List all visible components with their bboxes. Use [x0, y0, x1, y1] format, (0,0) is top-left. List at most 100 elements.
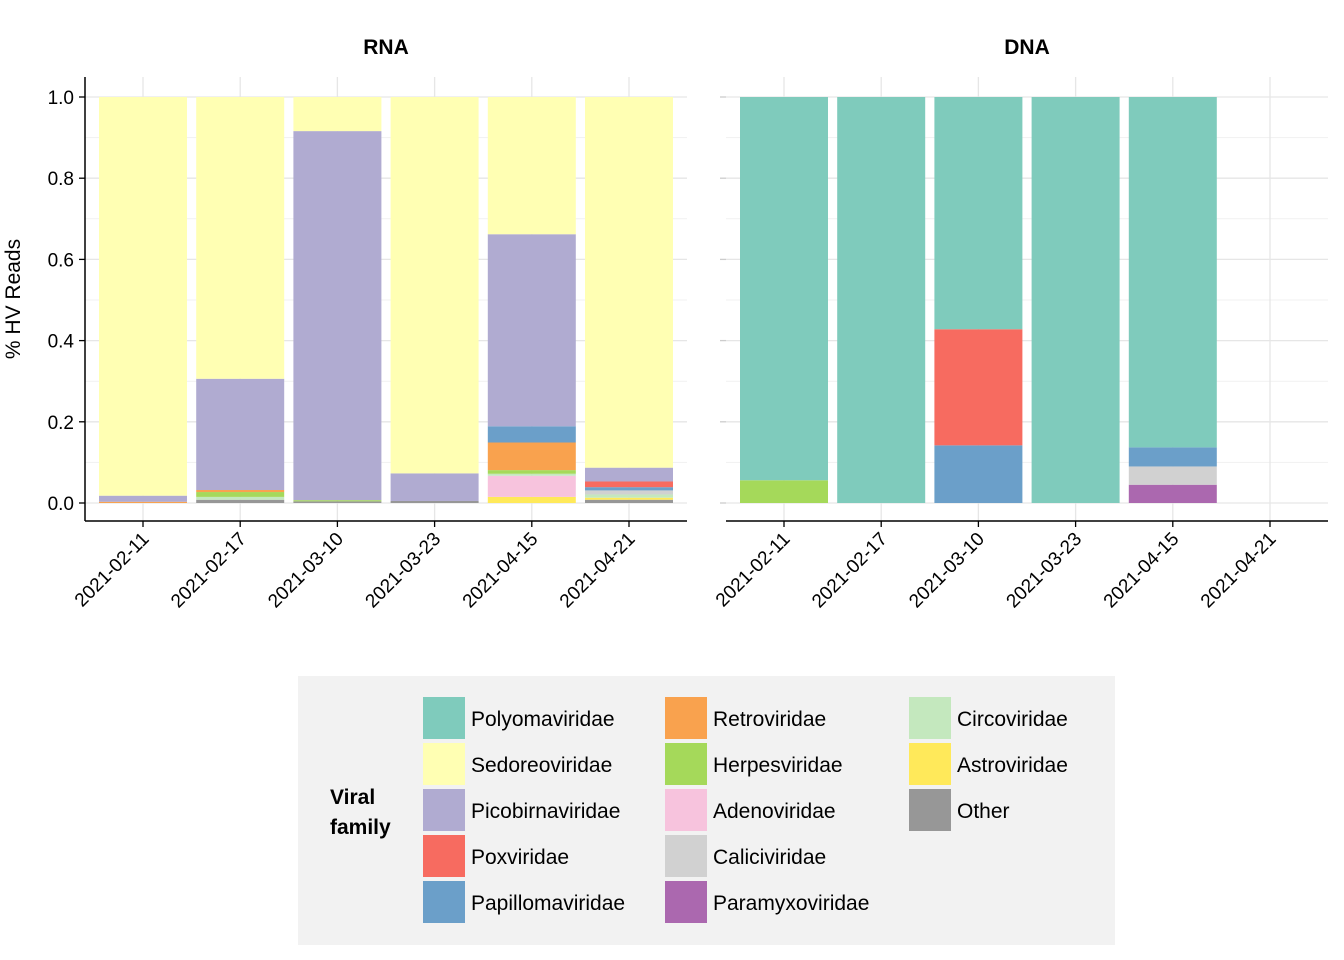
bar-segment-herpesviridae — [196, 492, 285, 497]
bar-2021-03-10 — [934, 97, 1023, 503]
x-tick-label: 2021-02-17 — [167, 529, 251, 613]
legend-title-line-1: Viral — [330, 786, 375, 809]
x-tick-label: 2021-03-10 — [264, 529, 348, 613]
panel-rna: 2021-02-11 2021-02-17 2021-03-10 2021-03-23… — [71, 36, 687, 612]
bars — [99, 97, 673, 503]
bar-segment-sedoreoviridae — [585, 97, 673, 468]
bar-segment-poxviridae — [934, 329, 1023, 446]
bar-segment-polyomaviridae — [934, 97, 1023, 330]
y-tick-label: 0.2 — [48, 413, 74, 434]
x-tick-label: 2021-03-23 — [1003, 529, 1087, 613]
bar-segment-herpesviridae — [740, 480, 828, 503]
bar-segment-papillomaviridae — [585, 487, 673, 491]
x-tick-label: 2021-04-15 — [1100, 529, 1184, 613]
bar-segment-circoviridae — [487, 473, 576, 476]
bar-segment-astroviridae — [487, 496, 576, 503]
bar-2021-04-21 — [585, 97, 673, 503]
bar-segment-astroviridae — [585, 497, 673, 500]
legend-label: Poxviridae — [471, 846, 569, 869]
bar-segment-sedoreoviridae — [293, 97, 382, 132]
bar-segment-polyomaviridae — [1128, 97, 1217, 448]
bar-2021-02-11 — [99, 97, 187, 503]
legend-label: Picobirnaviridae — [471, 800, 620, 823]
bar-segment-polyomaviridae — [837, 97, 926, 503]
bar-segment-polyomaviridae — [740, 97, 828, 481]
bar-segment-other — [390, 500, 479, 503]
legend-item-picobirnaviridae: Picobirnaviridae — [423, 789, 620, 831]
bar-segment-picobirnaviridae — [196, 378, 285, 491]
legend-label: Other — [957, 800, 1010, 823]
legend-swatch — [909, 743, 951, 785]
legend-label: Retroviridae — [713, 708, 826, 731]
x-tick-label: 2021-02-11 — [71, 529, 154, 612]
bar-segment-retroviridae — [196, 490, 285, 493]
panel-title: RNA — [363, 36, 409, 59]
legend-item-poxviridae: Poxviridae — [423, 835, 569, 877]
bar-segment-picobirnaviridae — [585, 467, 673, 482]
bar-segment-other — [293, 501, 382, 503]
bar-segment-poxviridae — [585, 481, 673, 488]
y-tick-label: 0.8 — [48, 169, 74, 190]
bar-segment-sedoreoviridae — [390, 97, 479, 474]
legend-item-retroviridae: Retroviridae — [665, 697, 826, 739]
legend-swatch — [665, 743, 707, 785]
legend-item-caliciviridae: Caliciviridae — [665, 835, 826, 877]
legend-swatch — [665, 881, 707, 923]
bar-2021-02-17 — [837, 97, 926, 503]
legend-item-herpesviridae: Herpesviridae — [665, 743, 843, 785]
legend-item-circoviridae: Circoviridae — [909, 697, 1068, 739]
legend-swatch — [909, 789, 951, 831]
legend-label: Herpesviridae — [713, 754, 843, 777]
bar-2021-03-23 — [390, 97, 479, 503]
x-tick-label: 2021-04-21 — [556, 529, 640, 613]
bar-segment-picobirnaviridae — [390, 473, 479, 501]
bar-segment-circoviridae — [196, 496, 285, 500]
x-tick-label: 2021-02-11 — [712, 529, 795, 612]
legend: Viral family Polyomaviridae Sedoreovirida… — [298, 676, 1115, 945]
bar-segment-sedoreoviridae — [99, 97, 187, 496]
bar-segment-caliciviridae — [585, 490, 673, 495]
bar-segment-picobirnaviridae — [293, 131, 382, 501]
y-tick-label: 1.0 — [48, 88, 74, 109]
legend-swatch — [665, 835, 707, 877]
bar-segment-circoviridae — [585, 494, 673, 498]
legend-swatch — [423, 881, 465, 923]
legend-swatch — [423, 835, 465, 877]
bar-segment-polyomaviridae — [1031, 97, 1120, 503]
legend-item-sedoreoviridae: Sedoreoviridae — [423, 743, 612, 785]
legend-swatch — [423, 789, 465, 831]
y-axis-label: % HV Reads — [2, 239, 25, 359]
y-tick-label: 0.6 — [48, 250, 74, 271]
bar-segment-adenoviridae — [487, 475, 576, 497]
legend-label: Circoviridae — [957, 708, 1068, 731]
bar-segment-sedoreoviridae — [487, 97, 576, 235]
bar-segment-other — [585, 499, 673, 503]
bar-segment-papillomaviridae — [1128, 447, 1217, 467]
x-tick-label: 2021-02-17 — [808, 529, 892, 613]
y-tick-label: 0.0 — [48, 494, 74, 515]
legend-swatch — [423, 743, 465, 785]
legend-label: Paramyxoviridae — [713, 892, 869, 915]
bar-2021-04-15 — [1128, 97, 1217, 503]
legend-title-line-2: family — [330, 816, 391, 839]
bar-segment-picobirnaviridae — [487, 234, 576, 427]
legend-item-paramyxoviridae: Paramyxoviridae — [665, 881, 869, 923]
legend-swatch — [909, 697, 951, 739]
x-tick-label: 2021-04-15 — [459, 529, 543, 613]
bar-segment-caliciviridae — [1128, 466, 1217, 485]
bar-segment-paramyxoviridae — [1128, 484, 1217, 503]
bar-2021-03-23 — [1031, 97, 1120, 503]
legend-label: Sedoreoviridae — [471, 754, 612, 777]
legend-item-astroviridae: Astroviridae — [909, 743, 1068, 785]
legend-label: Astroviridae — [957, 754, 1068, 777]
x-tick-label: 2021-03-23 — [362, 529, 446, 613]
bar-segment-sedoreoviridae — [196, 97, 285, 379]
bar-segment-retroviridae — [99, 501, 187, 503]
legend-label: Adenoviridae — [713, 800, 836, 823]
bar-2021-02-17 — [196, 97, 285, 503]
legend-item-papillomaviridae: Papillomaviridae — [423, 881, 625, 923]
chart-panels: 2021-02-11 2021-02-17 2021-03-10 2021-03-23… — [71, 36, 1328, 612]
bar-segment-herpesviridae — [293, 500, 382, 502]
bar-segment-papillomaviridae — [487, 426, 576, 443]
